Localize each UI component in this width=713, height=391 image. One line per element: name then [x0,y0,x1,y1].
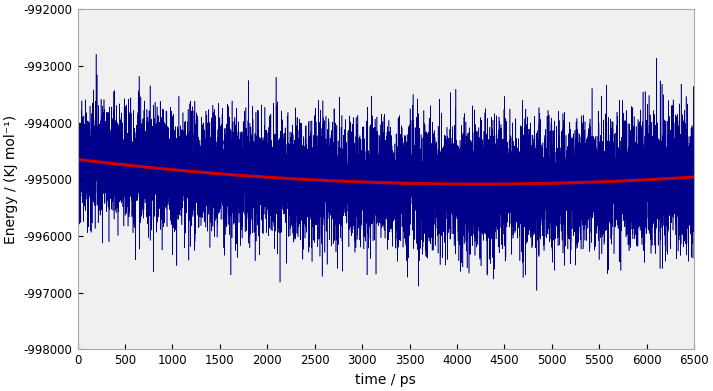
X-axis label: time / ps: time / ps [355,373,416,387]
Y-axis label: Energy / (KJ mol⁻¹): Energy / (KJ mol⁻¹) [4,115,18,244]
